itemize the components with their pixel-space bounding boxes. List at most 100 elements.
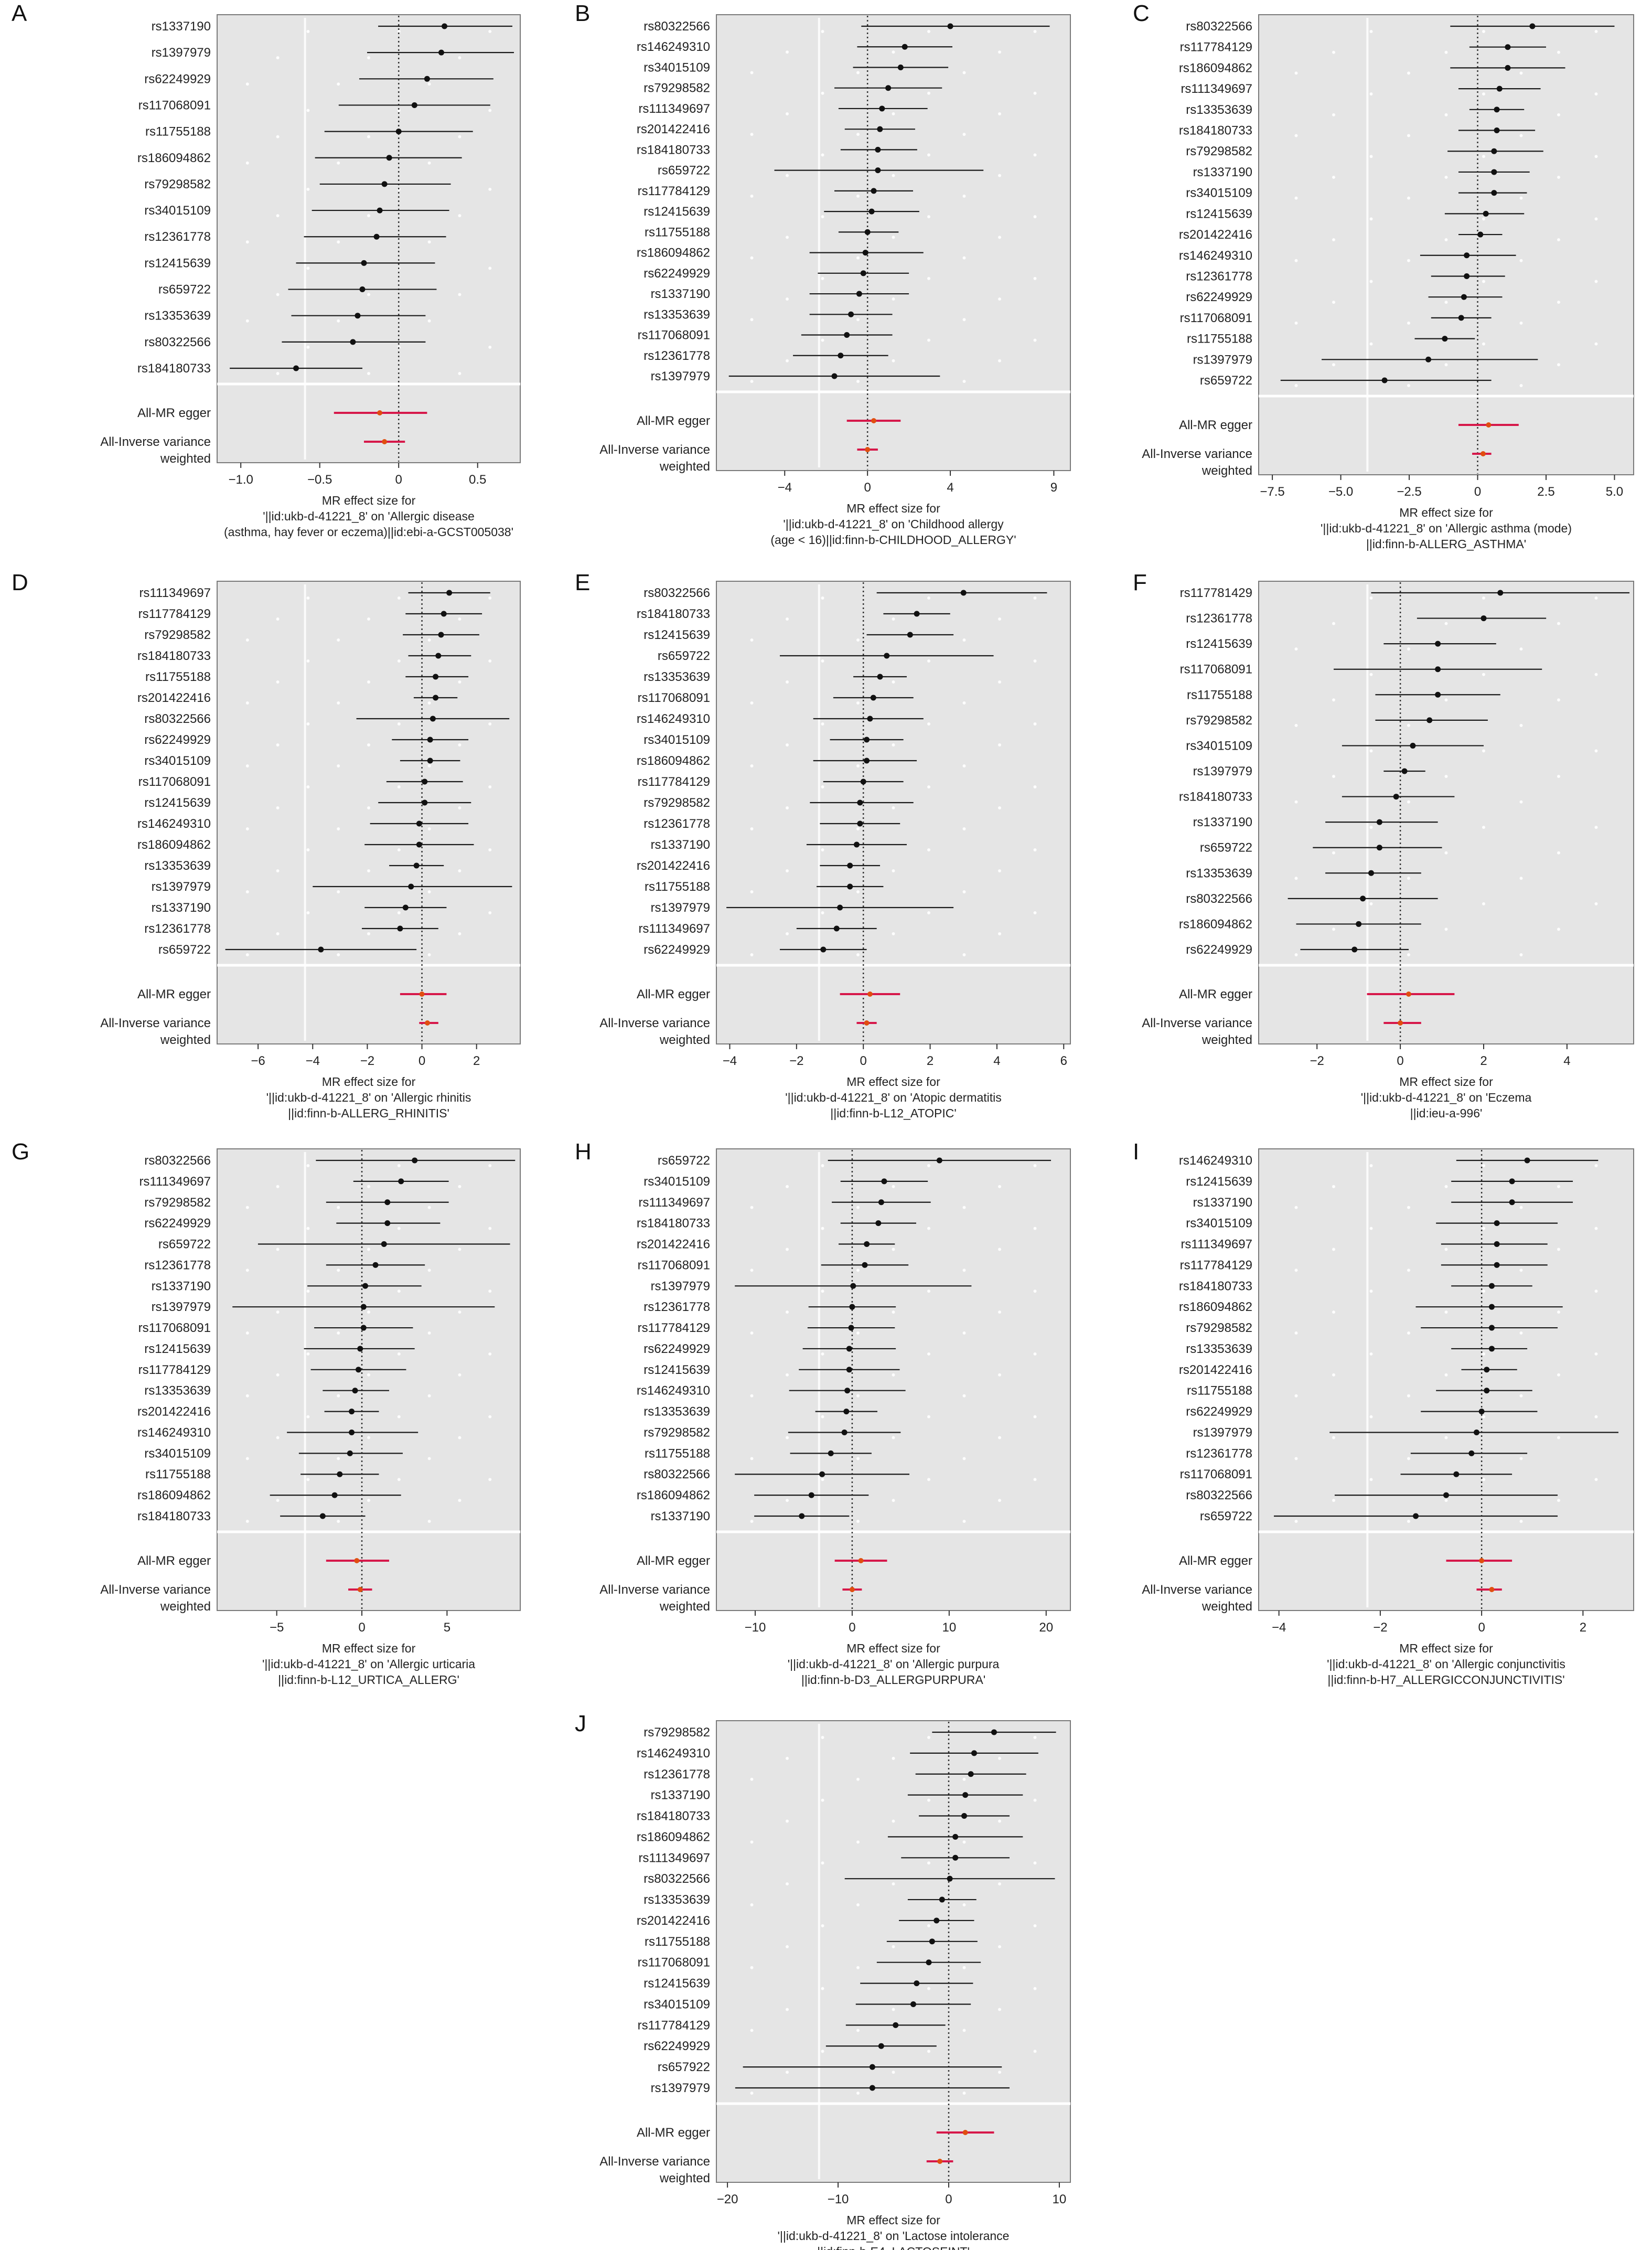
background-dot: [1033, 1227, 1037, 1230]
snp-label: rs659722: [158, 943, 211, 957]
background-dot: [397, 30, 401, 33]
background-dot: [427, 1394, 431, 1398]
snp-label: rs1337190: [152, 19, 211, 34]
snp-label: rs201422416: [637, 1914, 710, 1928]
summary-label-mr-egger: All-MR egger: [637, 2126, 710, 2140]
background-dot: [927, 848, 930, 851]
x-tick-label: 0: [1397, 1054, 1403, 1068]
background-dot: [1332, 238, 1335, 242]
background-dot: [488, 1289, 492, 1293]
background-dot: [1519, 71, 1523, 75]
background-dot: [750, 2029, 754, 2032]
snp-effect-point: [962, 1792, 969, 1798]
background-dot: [856, 890, 860, 893]
background-dot: [1519, 800, 1523, 804]
x-axis-label: '||id:ukb-d-41221_8' on 'Childhood aller…: [783, 517, 1004, 531]
summary-effect-point: [865, 447, 871, 452]
background-dot: [998, 297, 1001, 301]
background-dot: [1033, 1736, 1037, 1739]
background-dot: [1444, 1373, 1448, 1377]
snp-effect-point: [1461, 294, 1467, 300]
x-tick-label: 0: [1478, 1620, 1485, 1635]
background-dot: [927, 1289, 930, 1293]
snp-label: rs146249310: [1179, 1154, 1252, 1168]
summary-effect-point: [849, 1587, 855, 1592]
background-dot: [998, 1185, 1001, 1188]
background-dot: [962, 827, 966, 830]
background-dot: [1557, 1185, 1560, 1188]
plot-area: [217, 1148, 521, 1611]
background-dot: [892, 617, 895, 621]
snp-label: rs111349697: [139, 586, 211, 600]
background-dot: [488, 1164, 492, 1167]
snp-effect-point: [828, 1450, 834, 1456]
summary-effect-point: [1398, 1020, 1403, 1026]
background-dot: [458, 56, 462, 60]
background-dot: [488, 345, 492, 349]
background-dot: [786, 1373, 789, 1377]
background-dot: [1444, 851, 1448, 855]
background-dot: [962, 380, 966, 383]
background-dot: [962, 1394, 966, 1398]
snp-effect-point: [868, 208, 875, 215]
snp-effect-point: [843, 1409, 850, 1415]
snp-effect-point: [844, 332, 850, 338]
background-dot: [306, 911, 310, 914]
plot-area: [217, 14, 521, 463]
panel-letter: G: [12, 1139, 29, 1165]
background-dot: [245, 890, 249, 893]
background-dot: [306, 1415, 310, 1419]
background-dot: [1482, 1289, 1485, 1293]
snp-effect-point: [1483, 210, 1489, 217]
background-dot: [245, 1394, 249, 1398]
background-dot: [786, 236, 789, 239]
snp-label: rs186094862: [1179, 1300, 1252, 1314]
background-dot: [892, 2071, 895, 2074]
background-dot: [892, 932, 895, 935]
summary-label-mr-egger: All-MR egger: [137, 406, 211, 420]
snp-effect-point: [1351, 946, 1358, 953]
snp-effect-point: [337, 1471, 343, 1477]
background-dot: [245, 319, 249, 323]
snp-label: rs80322566: [643, 586, 710, 600]
snp-effect-point: [1443, 1492, 1449, 1498]
background-dot: [821, 596, 824, 600]
x-tick-label: 0: [395, 473, 402, 487]
snp-label: rs111349697: [1181, 82, 1252, 96]
background-dot: [892, 1756, 895, 1760]
background-dot: [750, 827, 754, 830]
snp-label: rs79298582: [643, 81, 710, 95]
background-dot: [750, 133, 754, 136]
snp-effect-point: [441, 611, 447, 617]
background-dot: [1519, 259, 1523, 262]
background-dot: [856, 194, 860, 198]
background-dot: [1407, 1331, 1410, 1335]
snp-effect-point: [968, 1771, 974, 1777]
background-dot: [786, 50, 789, 54]
x-tick-label: 10: [942, 1620, 956, 1635]
background-dot: [458, 617, 462, 621]
x-tick-label: 20: [1039, 1620, 1053, 1635]
snp-effect-point: [857, 820, 863, 827]
background-dot: [750, 1457, 754, 1460]
snp-effect-point: [871, 188, 877, 194]
snp-label: rs13353639: [643, 670, 710, 684]
background-dot: [306, 345, 310, 349]
background-dot: [786, 1499, 789, 1502]
background-dot: [1519, 1331, 1523, 1335]
snp-label: rs34015109: [643, 1997, 710, 2011]
background-dot: [856, 827, 860, 830]
background-dot: [245, 701, 249, 705]
background-dot: [962, 638, 966, 642]
background-dot: [1369, 1227, 1373, 1230]
background-dot: [1033, 911, 1037, 914]
snp-label: rs117068091: [1180, 663, 1252, 677]
snp-effect-point: [372, 1262, 379, 1268]
snp-effect-point: [870, 695, 876, 701]
background-dot: [276, 1499, 280, 1502]
x-axis-label: '||id:ukb-d-41221_8' on 'Eczema: [1361, 1091, 1532, 1104]
x-tick-label: −5: [270, 1620, 284, 1635]
snp-label: rs12415639: [144, 256, 211, 270]
background-dot: [427, 890, 431, 893]
